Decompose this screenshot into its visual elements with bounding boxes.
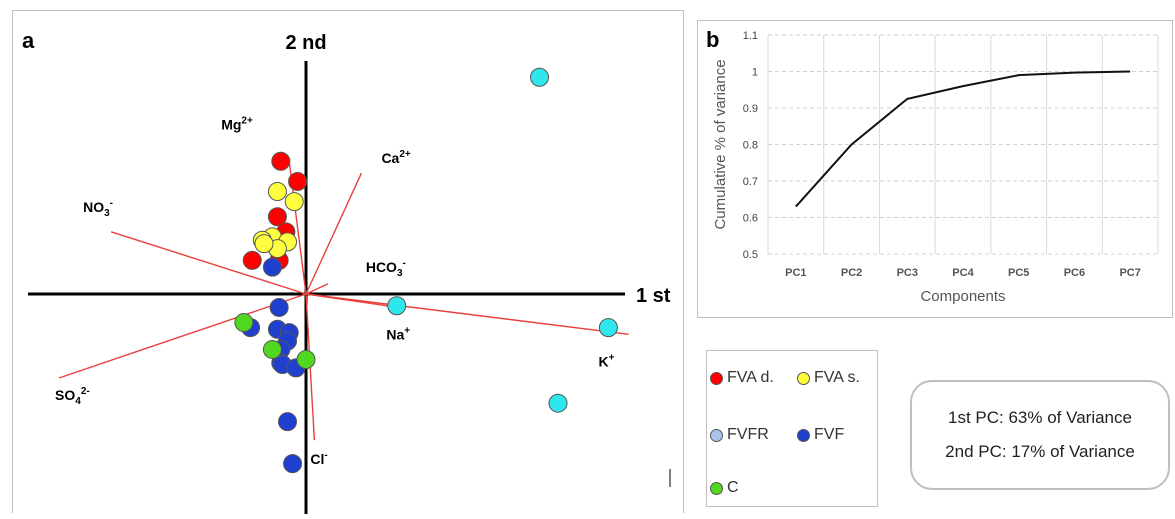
- y-axis-label: 2 nd: [285, 32, 326, 54]
- y-tick-label: 0.9: [743, 103, 758, 115]
- loading-vector: [58, 293, 307, 379]
- loading-label: Ca2+: [381, 149, 410, 166]
- data-point: [288, 171, 308, 191]
- legend-item-fva-d: FVA d.: [710, 369, 774, 387]
- pc1-variance-text: 1st PC: 63% of Variance: [948, 408, 1132, 427]
- data-point: [283, 454, 303, 474]
- data-point: [242, 250, 262, 270]
- loading-vector: [110, 231, 307, 295]
- fva-d-marker-icon: [710, 371, 723, 385]
- variance-line-chart: 0.5 0.6 0.7 0.8 0.9 1 1.1 PC1 PC2 PC3 PC4 PC5 PC6 PC7…: [712, 30, 1159, 305]
- variance-line-panel: 0.5 0.6 0.7 0.8 0.9 1 1.1 PC1 PC2 PC3 PC4 PC5 PC6 PC7…: [697, 20, 1173, 318]
- loading-label: SO42-: [55, 386, 90, 407]
- fvf-marker-icon: [797, 428, 810, 442]
- legend-label: FVA s.: [814, 369, 860, 386]
- panel-b-label: b: [706, 27, 720, 52]
- y-axis-label: Cumulative % of variance: [712, 59, 729, 229]
- y-tick-label: 0.5: [743, 249, 758, 261]
- biplot-chart: 1 st 2 nd Mg2+ Ca2+ NO3- HCO3- Na+ K+ SO42- Cl-: [28, 32, 671, 514]
- x-tick-label: PC5: [1008, 267, 1029, 279]
- biplot-panel: 1 st 2 nd Mg2+ Ca2+ NO3- HCO3- Na+ K+ SO42- Cl-: [12, 10, 684, 514]
- x-tick-label: PC4: [952, 267, 974, 279]
- legend-label: C: [727, 479, 739, 496]
- loading-vector: [305, 293, 629, 336]
- fvfr-marker-icon: [710, 428, 723, 442]
- loading-label: K+: [599, 352, 615, 369]
- legend-item-fvf: FVF: [797, 426, 844, 444]
- data-point: [548, 393, 568, 413]
- legend-label: FVFR: [727, 426, 769, 443]
- y-tick-label: 0.6: [743, 213, 758, 225]
- data-point: [267, 207, 287, 227]
- loading-label: NO3-: [83, 198, 113, 219]
- pc2-variance-text: 2nd PC: 17% of Variance: [945, 442, 1135, 461]
- loading-vector: [305, 283, 329, 295]
- data-point: [269, 297, 289, 317]
- legend-label: FVA d.: [727, 369, 774, 386]
- y-tick-label: 1.1: [743, 30, 758, 42]
- data-point: [598, 318, 618, 338]
- loading-label: Cl-: [310, 450, 327, 467]
- y-tick-label: 0.7: [743, 176, 758, 188]
- data-point: [530, 67, 550, 87]
- data-point: [262, 339, 282, 359]
- data-point: [267, 182, 287, 202]
- c-marker-icon: [710, 481, 723, 495]
- legend: FVA d. FVA s. FVFR FVF C: [706, 350, 878, 507]
- x-axis-label: Components: [920, 288, 1005, 305]
- legend-item-fva-s: FVA s.: [797, 369, 860, 387]
- y-tick-label: 0.8: [743, 140, 758, 152]
- data-point: [262, 257, 282, 277]
- data-point: [254, 234, 274, 254]
- series-line: [795, 70, 1131, 208]
- data-point: [387, 296, 407, 316]
- x-axis-label: 1 st: [636, 285, 671, 307]
- panel-a-label: a: [22, 28, 35, 53]
- data-point: [296, 350, 316, 370]
- x-tick-label: PC1: [785, 267, 806, 279]
- loading-vector: [305, 172, 363, 295]
- x-tick-label: PC3: [897, 267, 918, 279]
- loading-label: Mg2+: [221, 115, 253, 132]
- variance-summary-box: 1st PC: 63% of Variance 2nd PC: 17% of V…: [910, 380, 1170, 490]
- x-tick-label: PC7: [1119, 267, 1140, 279]
- legend-item-fvfr: FVFR: [710, 426, 769, 444]
- data-point: [284, 192, 304, 212]
- y-tick-label: 1: [752, 67, 758, 79]
- fva-s-marker-icon: [797, 371, 810, 385]
- loading-label: HCO3-: [366, 258, 406, 279]
- data-point: [278, 412, 298, 432]
- data-point: [234, 313, 254, 333]
- data-point: [271, 151, 291, 171]
- legend-label: FVF: [814, 426, 845, 443]
- x-tick-label: PC2: [841, 267, 862, 279]
- loading-label: Na+: [386, 325, 410, 342]
- x-tick-label: PC6: [1064, 267, 1085, 279]
- legend-item-c: C: [710, 479, 739, 497]
